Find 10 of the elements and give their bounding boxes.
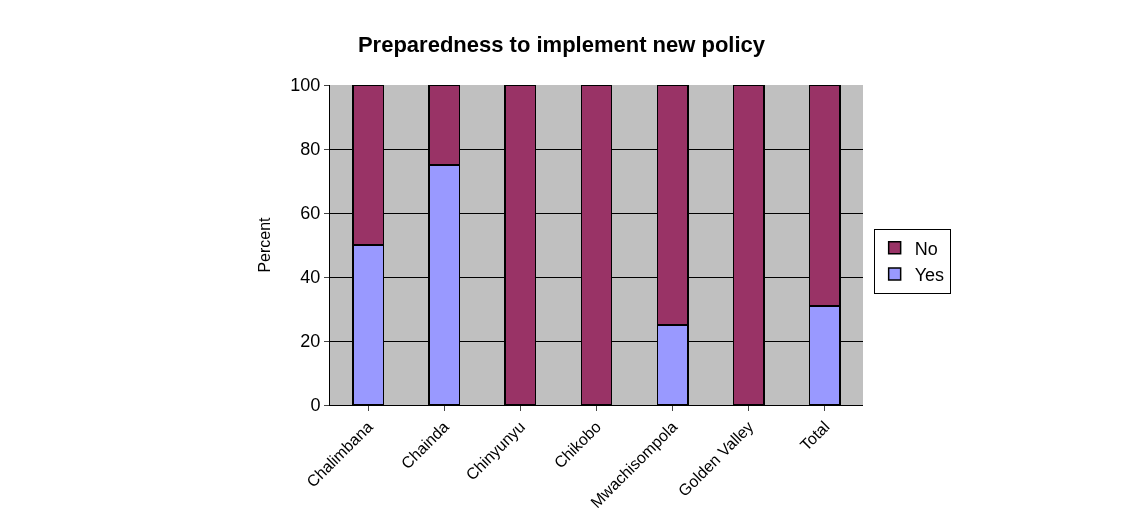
y-tick-label: 0 xyxy=(310,395,321,416)
y-tick-label: 40 xyxy=(300,267,321,288)
legend-label: Yes xyxy=(914,265,945,286)
y-tick-label: 100 xyxy=(290,75,321,96)
y-tick-label: 20 xyxy=(300,331,321,352)
chart-title: Preparedness to implement new policy xyxy=(357,32,766,58)
y-tick-label: 80 xyxy=(300,139,321,160)
y-axis-title: Percent xyxy=(256,216,274,273)
y-tick-label: 60 xyxy=(300,203,321,224)
legend-label: No xyxy=(914,238,938,259)
